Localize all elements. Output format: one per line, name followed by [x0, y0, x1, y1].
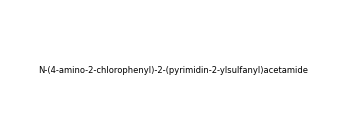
Text: N-(4-amino-2-chlorophenyl)-2-(pyrimidin-2-ylsulfanyl)acetamide: N-(4-amino-2-chlorophenyl)-2-(pyrimidin-…	[38, 66, 308, 75]
